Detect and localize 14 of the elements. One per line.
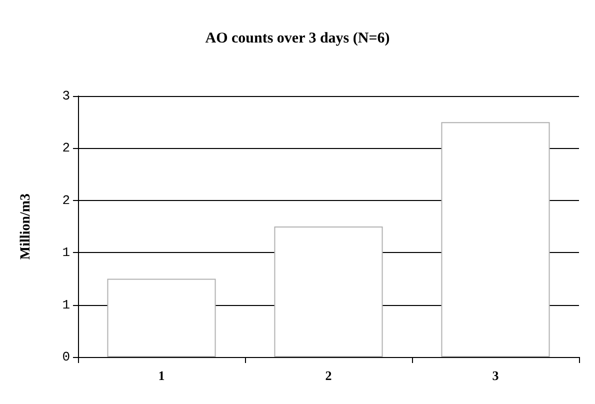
- y-tick-label: 0: [62, 350, 70, 364]
- bar: [107, 278, 216, 357]
- bar: [274, 226, 383, 357]
- y-tick-label: 2: [62, 192, 70, 208]
- bar: [441, 122, 550, 357]
- y-tick-label: 2: [62, 140, 70, 156]
- x-tick-label: 2: [325, 368, 332, 383]
- y-tick-label: 1: [62, 245, 70, 260]
- y-tick-label: 3: [62, 88, 70, 104]
- y-axis-title: Million/m3: [18, 193, 34, 260]
- chart-title: AO counts over 3 days (N=6): [205, 30, 390, 46]
- x-tick-label: 3: [492, 368, 500, 383]
- y-tick-label: 1: [62, 297, 70, 312]
- x-tick-label: 1: [158, 368, 165, 383]
